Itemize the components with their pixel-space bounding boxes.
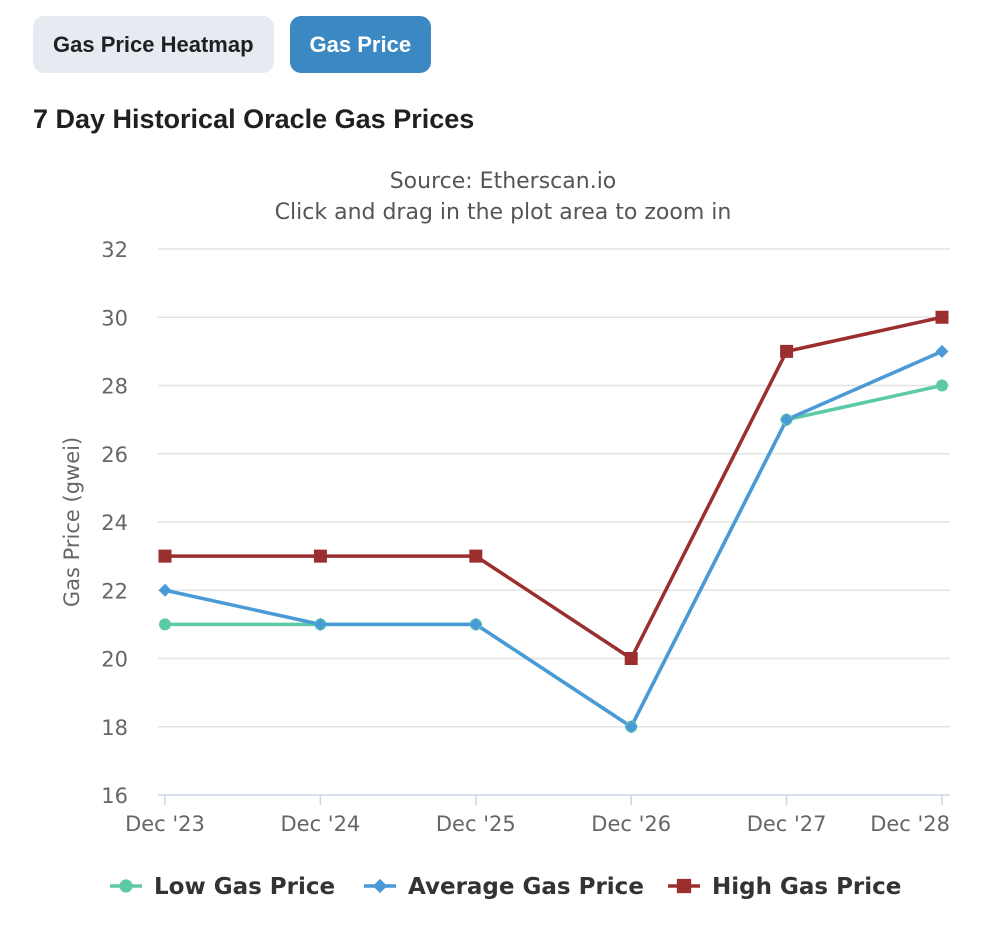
x-tick-label: Dec '28 — [870, 812, 950, 836]
x-tick-label: Dec '27 — [747, 812, 827, 836]
chart-subtitle-hint: Click and drag in the plot area to zoom … — [275, 200, 732, 225]
tab-bar: Gas Price Heatmap Gas Price — [33, 16, 432, 73]
data-point — [313, 549, 327, 563]
data-point — [935, 310, 949, 324]
x-tick-label: Dec '23 — [125, 812, 205, 836]
data-point — [935, 344, 949, 358]
data-point — [780, 344, 794, 358]
series-line-2 — [165, 315, 943, 661]
data-point — [780, 413, 794, 427]
legend-marker — [372, 878, 388, 894]
data-point — [624, 652, 638, 665]
data-point — [469, 617, 483, 631]
y-tick-label: 26 — [101, 443, 128, 467]
data-point — [159, 618, 171, 631]
chart-subtitle-source: Source: Etherscan.io — [390, 169, 617, 194]
y-axis-ticks: 16 18 20 22 24 26 28 30 32 — [101, 238, 128, 808]
series-markers — [158, 310, 949, 734]
data-point — [469, 549, 483, 563]
data-point — [158, 583, 172, 597]
y-tick-label: 16 — [101, 784, 128, 808]
legend-item[interactable]: High Gas Price — [668, 874, 901, 900]
tab-gas-price-heatmap[interactable]: Gas Price Heatmap — [33, 16, 274, 73]
legend-label: Low Gas Price — [154, 874, 335, 900]
y-tick-label: 18 — [101, 716, 128, 740]
y-tick-label: 28 — [101, 375, 128, 399]
legend-marker — [676, 878, 692, 894]
x-tick-label: Dec '24 — [280, 812, 360, 836]
legend[interactable]: Low Gas Price Average Gas Price High Gas P… — [110, 874, 901, 900]
data-point — [158, 549, 172, 563]
card-title: 7 Day Historical Oracle Gas Prices — [33, 104, 475, 134]
legend-label: Average Gas Price — [408, 874, 644, 900]
y-tick-label: 22 — [101, 579, 128, 603]
y-tick-label: 24 — [101, 511, 128, 535]
x-axis: Dec '23 Dec '24 Dec '25 Dec '26 Dec '27 Dec '… — [125, 794, 950, 836]
legend-item[interactable]: Low Gas Price — [110, 874, 335, 900]
legend-label: High Gas Price — [712, 874, 901, 900]
data-point — [313, 617, 327, 631]
tab-gas-price[interactable]: Gas Price — [289, 16, 432, 73]
y-tick-label: 32 — [101, 238, 128, 262]
gridlines — [158, 248, 950, 728]
x-tick-label: Dec '25 — [436, 812, 516, 836]
y-axis-label: Gas Price (gwei) — [60, 437, 84, 607]
series-lines — [164, 315, 943, 729]
legend-marker — [119, 879, 133, 893]
data-point — [936, 379, 948, 392]
gas-price-chart[interactable]: Source: Etherscan.io Click and drag in t… — [0, 150, 1006, 940]
data-point — [624, 720, 638, 734]
y-tick-label: 20 — [101, 648, 128, 672]
y-tick-label: 30 — [101, 306, 128, 330]
x-tick-label: Dec '26 — [591, 812, 671, 836]
series-line-1 — [164, 349, 943, 729]
legend-item[interactable]: Average Gas Price — [364, 874, 644, 900]
